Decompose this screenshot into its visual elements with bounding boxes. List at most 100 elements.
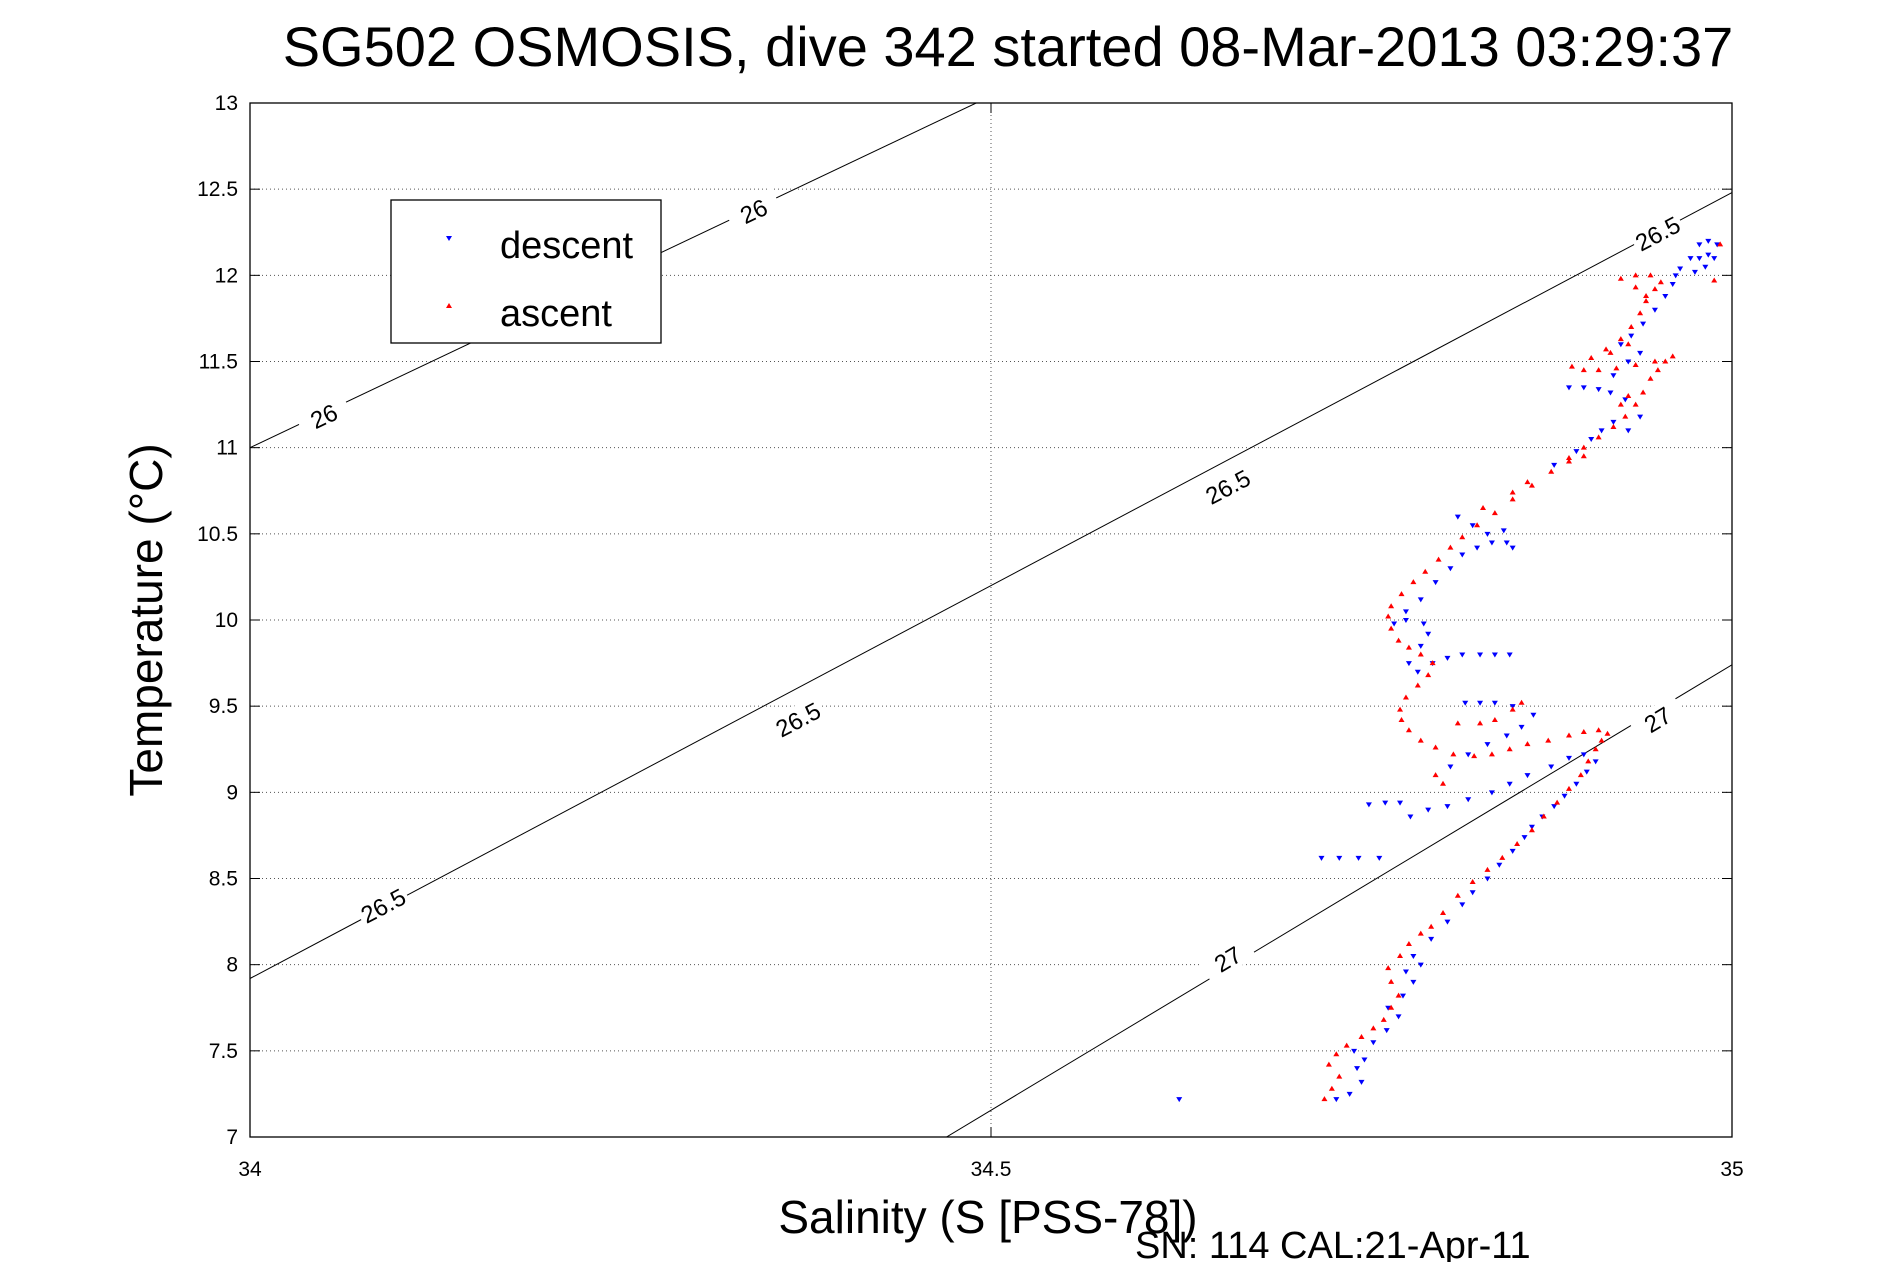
ascent-point [1410, 579, 1417, 585]
ascent-point [1628, 324, 1635, 330]
ascent-point [1397, 953, 1404, 959]
ascent-point [1469, 878, 1476, 884]
ascent-point [1488, 751, 1495, 757]
ascent-point [1669, 353, 1676, 359]
ascent-point [1405, 940, 1412, 946]
ascent-point [1545, 737, 1552, 743]
descent-point [1677, 266, 1684, 272]
ascent-point [1617, 401, 1624, 407]
descent-point [1407, 814, 1414, 820]
ascent-point [1662, 358, 1669, 364]
ascent-point [1395, 992, 1402, 998]
ascent-point [1484, 866, 1491, 872]
ascent-point [1385, 613, 1392, 619]
isopycnal-label-bg [724, 187, 783, 234]
ascent-point [1565, 785, 1572, 791]
ascent-point [1388, 603, 1395, 609]
descent-point [1465, 797, 1472, 803]
descent-point [1469, 523, 1476, 529]
ascent-point [1459, 534, 1466, 540]
y-tick-label: 13 [215, 92, 238, 115]
descent-point [1622, 397, 1629, 403]
ascent-point [1604, 730, 1611, 736]
ascent-point [1435, 556, 1442, 562]
descent-point [1417, 643, 1424, 649]
y-tick-label: 10 [215, 609, 238, 632]
ascent-point [1592, 746, 1599, 752]
y-tick-label: 11.5 [199, 351, 238, 374]
ascent-point [1499, 854, 1506, 860]
descent-point [1484, 876, 1491, 882]
descent-point [1573, 449, 1580, 455]
descent-point [1358, 1079, 1365, 1085]
ascent-point [1595, 367, 1602, 373]
descent-point [1500, 528, 1507, 534]
descent-point [1551, 462, 1558, 468]
ascent-point [1588, 355, 1595, 361]
isopycnal-label-bg [1198, 462, 1257, 511]
ascent-point [1625, 341, 1632, 347]
isopycnal-line [250, 192, 1732, 979]
isopycnal-label-bg [1628, 694, 1687, 744]
descent-point [1417, 597, 1424, 603]
descent-point [1462, 700, 1469, 706]
descent-point [1503, 540, 1510, 546]
axis-ticks [249, 102, 1733, 1138]
descent-point [1598, 428, 1605, 434]
ascent-point [1528, 482, 1535, 488]
isopycnal-label: 26.5 [353, 881, 412, 929]
descent-point [1503, 733, 1510, 739]
descent-point [1484, 531, 1491, 537]
descent-point [1383, 1028, 1390, 1034]
descent-point [1432, 580, 1439, 586]
descent-point [1333, 1097, 1340, 1103]
ascent-point [1385, 965, 1392, 971]
ascent-point [1414, 682, 1421, 688]
descent-point [1580, 752, 1587, 758]
y-tick-labels: 7 7.5 8 8.5 9 9.5 10 10.5 11 11.5 12 12.5 13 [197, 92, 238, 1149]
descent-point [1402, 969, 1409, 975]
ascent-point [1402, 694, 1409, 700]
ascent-point [1395, 637, 1402, 643]
ascent-point [1580, 729, 1587, 735]
ascent-point [1577, 772, 1584, 778]
isopycnal-label: 26.5 [768, 695, 827, 743]
descent-point [1318, 855, 1325, 861]
grid-lines [250, 103, 1732, 1137]
descent-point [1465, 752, 1472, 758]
ascent-point [1388, 978, 1395, 984]
descent-point [1565, 385, 1572, 391]
ascent-point [1651, 286, 1658, 292]
descent-point [1491, 700, 1498, 706]
isopycnal-label-bg [353, 881, 412, 929]
descent-point [1548, 764, 1555, 770]
legend: descent ascent [390, 199, 662, 344]
descent-point [1583, 769, 1590, 775]
descent-point [1402, 618, 1409, 623]
descent-point [1705, 252, 1712, 258]
descent-point [1617, 342, 1624, 348]
descent-point [1565, 755, 1572, 761]
ascent-point [1491, 510, 1498, 516]
descent-point [1651, 307, 1658, 313]
descent-point [1696, 256, 1703, 262]
descent-point [1399, 993, 1406, 999]
ascent-point [1417, 737, 1424, 743]
legend-box [390, 199, 662, 344]
descent-point [1444, 919, 1451, 925]
descent-point [1402, 609, 1409, 615]
ascent-point [1580, 367, 1587, 373]
ascent-point [1450, 751, 1457, 757]
ascent-point [1610, 423, 1617, 429]
ascent-point [1405, 727, 1412, 733]
ascent-point [1509, 496, 1516, 502]
ascent-point [1429, 660, 1436, 666]
ascent-point [1428, 923, 1435, 929]
descent-point [1488, 540, 1495, 546]
descent-point [1176, 1097, 1183, 1103]
descent-point [1420, 621, 1427, 627]
ascent-point [1654, 367, 1661, 373]
ascent-point [1388, 1004, 1395, 1010]
descent-point [1474, 545, 1481, 551]
descent-point [1444, 655, 1451, 661]
